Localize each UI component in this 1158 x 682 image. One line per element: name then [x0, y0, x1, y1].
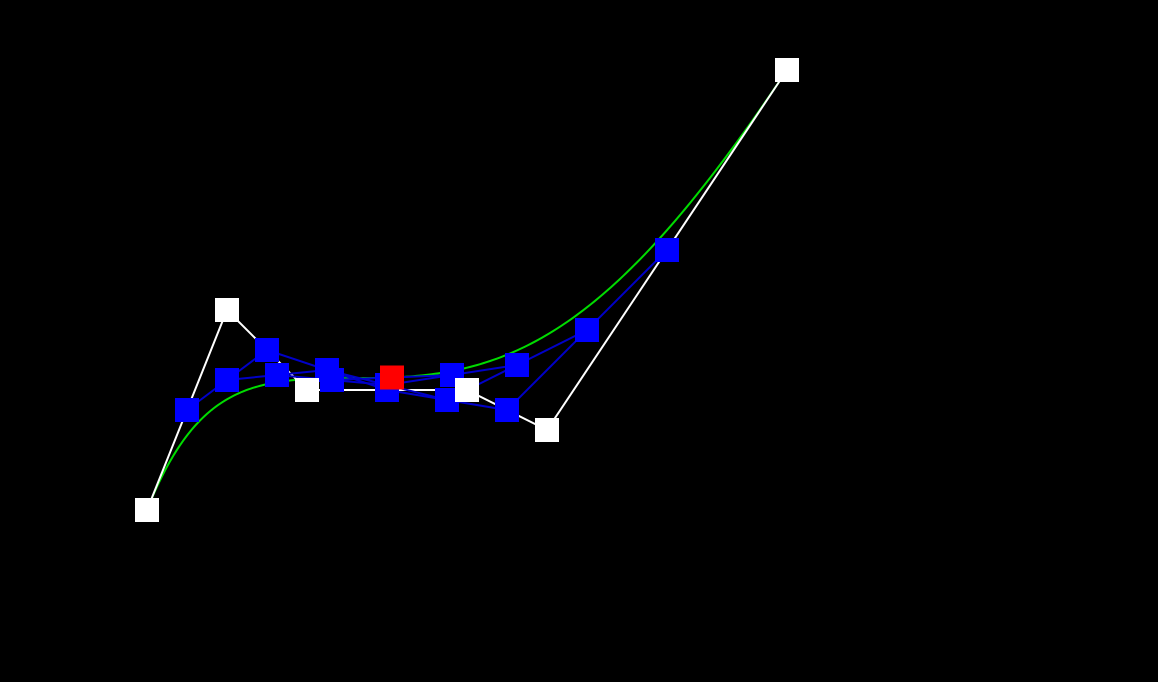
intermediate-point[interactable] [215, 368, 239, 392]
control-point[interactable] [455, 378, 479, 402]
bezier-curve [146, 69, 788, 511]
intermediate-point[interactable] [495, 398, 519, 422]
control-point[interactable] [775, 58, 799, 82]
current-curve-point[interactable] [380, 365, 404, 390]
intermediate-point[interactable] [575, 318, 599, 342]
intermediate-point[interactable] [255, 338, 279, 362]
intermediate-point[interactable] [505, 353, 529, 377]
control-point[interactable] [215, 298, 239, 322]
control-point[interactable] [535, 418, 559, 442]
control-polygon [146, 69, 788, 511]
control-point[interactable] [295, 378, 319, 402]
intermediate-point[interactable] [320, 368, 344, 392]
control-point[interactable] [135, 498, 159, 522]
intermediate-point[interactable] [655, 238, 679, 262]
intermediate-point[interactable] [175, 398, 199, 422]
intermediate-point[interactable] [265, 363, 289, 387]
